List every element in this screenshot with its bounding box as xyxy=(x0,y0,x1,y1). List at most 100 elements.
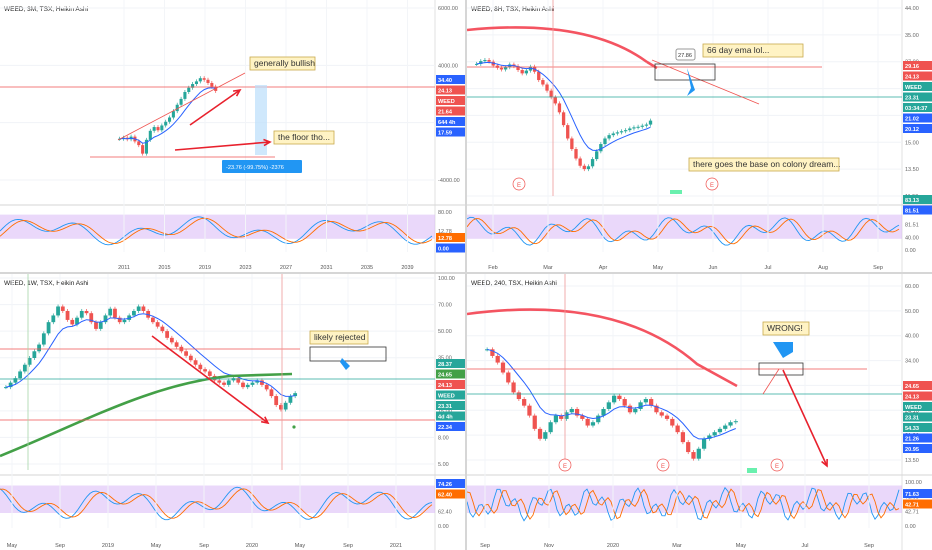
floor-arrow-head xyxy=(263,138,272,147)
time-tick-label: Nov xyxy=(544,543,554,549)
trend-line xyxy=(117,72,246,141)
osc-tick-label: 100.00 xyxy=(905,480,922,486)
chart-panel-8h[interactable]: WEED, 8H, TSX, Heikin Ashi44.0035.0027.0… xyxy=(467,0,932,272)
price-badge: 4d 4h xyxy=(438,415,453,421)
time-tick-label: 2015 xyxy=(158,265,170,271)
candle-body xyxy=(203,369,207,372)
price-badge: WEED xyxy=(905,405,922,411)
price-badge-bg xyxy=(436,117,465,126)
price-tick-label: -4000.00 xyxy=(438,178,460,184)
price-badge: 28.37 xyxy=(438,362,452,368)
candle-body xyxy=(184,351,188,356)
price-tick-label: 100.00 xyxy=(438,276,455,282)
time-tick-label: Sep xyxy=(864,543,874,549)
price-tick-label: 35.00 xyxy=(905,33,919,39)
candle-body xyxy=(152,127,156,131)
chart-1w-svg[interactable]: WEED, 1W, TSX, Heikin Ashi 100.00 70.00 50.… xyxy=(0,274,465,550)
time-tick-label: 2011 xyxy=(118,265,130,271)
candle-body xyxy=(566,125,570,139)
thumbs-down-icon xyxy=(773,342,793,358)
osc-tick-label: 0.00 xyxy=(438,524,449,530)
candle-body xyxy=(511,382,516,393)
earnings-marker xyxy=(558,458,572,472)
candle-body xyxy=(60,306,65,311)
target-box xyxy=(654,63,716,81)
price-tick-label: 70.00 xyxy=(438,303,452,309)
price-badge-bg xyxy=(903,113,932,123)
candle-body xyxy=(260,380,264,385)
candle-body xyxy=(156,127,160,131)
stochastic-band xyxy=(0,214,435,239)
candle-body xyxy=(516,392,521,400)
chart-panel-240[interactable]: WEED, 240, TSX, Heikin Ashi 60.00 50.00 40.… xyxy=(467,274,932,550)
ema-66-line xyxy=(467,26,648,64)
price-tick-label: 24.13 xyxy=(905,408,919,414)
candle-body xyxy=(151,317,155,323)
chart-8h-svg[interactable]: WEED, 8H, TSX, Heikin Ashi44.0035.0027.0… xyxy=(467,0,932,272)
candle-body xyxy=(580,415,585,419)
candle-body xyxy=(18,371,23,379)
candle-body xyxy=(582,165,586,170)
candle-body xyxy=(188,355,193,361)
osc-badge: 71.63 xyxy=(905,492,919,498)
candle-body xyxy=(659,412,664,416)
chart-240-svg[interactable]: WEED, 240, TSX, Heikin Ashi 60.00 50.00 40.… xyxy=(467,274,932,550)
floor-arrow xyxy=(174,141,271,151)
candle-body xyxy=(198,364,203,370)
candle-body xyxy=(148,130,152,140)
time-tick-label: May xyxy=(736,543,747,549)
osc-tick-label: 40.00 xyxy=(905,235,919,241)
candle-body xyxy=(103,315,108,323)
candle-body xyxy=(541,80,545,85)
price-tick-label: 34.00 xyxy=(905,359,919,365)
candle-body xyxy=(179,98,183,105)
chart-3m-svg[interactable]: WEED, 3M, TSX, Heikin Ashi 6000.00 4000.00… xyxy=(0,0,465,272)
candle-body xyxy=(274,396,279,406)
osc-badge: 62.40 xyxy=(438,493,452,499)
price-badge-bg xyxy=(903,103,932,112)
candle-body xyxy=(712,432,717,436)
price-badge-bg xyxy=(436,85,465,95)
price-badge: 24.13 xyxy=(905,395,919,401)
price-badge: 29.16 xyxy=(905,64,919,70)
candle-body xyxy=(8,382,13,388)
candle-body xyxy=(155,322,160,327)
note-colony-dream-box xyxy=(688,157,840,172)
candle-body xyxy=(84,310,89,314)
candle-body xyxy=(601,408,606,416)
candle-body xyxy=(622,399,627,406)
candle-body xyxy=(171,111,175,118)
time-tick-label: Jul xyxy=(764,265,771,271)
candle-body xyxy=(160,326,165,332)
time-tick-label: May xyxy=(295,543,306,549)
candle-body xyxy=(487,60,491,62)
candle-body xyxy=(75,317,79,325)
time-tick-label: 2019 xyxy=(102,543,114,549)
candle-body xyxy=(596,415,601,423)
note-likely-rejected-box xyxy=(309,330,369,345)
time-tick-label: Jul xyxy=(801,543,808,549)
stochastic-d-line xyxy=(467,488,900,520)
candle-body xyxy=(255,380,260,383)
candle-body xyxy=(13,378,18,383)
candle-body xyxy=(707,435,712,439)
price-badge-bg xyxy=(903,92,932,102)
candle-body xyxy=(22,364,27,372)
thumbs-down-icon xyxy=(340,358,350,370)
candle-body xyxy=(670,418,675,426)
candle-body xyxy=(548,422,553,433)
earnings-marker xyxy=(512,177,526,191)
ema-short-line xyxy=(119,87,216,144)
candle-body xyxy=(633,408,638,413)
candle-body xyxy=(590,422,596,426)
chart-panel-1w[interactable]: WEED, 1W, TSX, Heikin Ashi 100.00 70.00 50.… xyxy=(0,274,465,550)
candle-body xyxy=(524,70,528,74)
candle-body xyxy=(638,402,643,409)
price-badge-bg xyxy=(903,82,932,91)
candle-body xyxy=(654,405,659,413)
note-floor-box xyxy=(273,130,335,145)
candle-body xyxy=(37,344,41,352)
chart-panel-3m[interactable]: WEED, 3M, TSX, Heikin Ashi 6000.00 4000.00… xyxy=(0,0,465,272)
candle-body xyxy=(175,104,179,112)
stochastic-band xyxy=(0,485,435,513)
